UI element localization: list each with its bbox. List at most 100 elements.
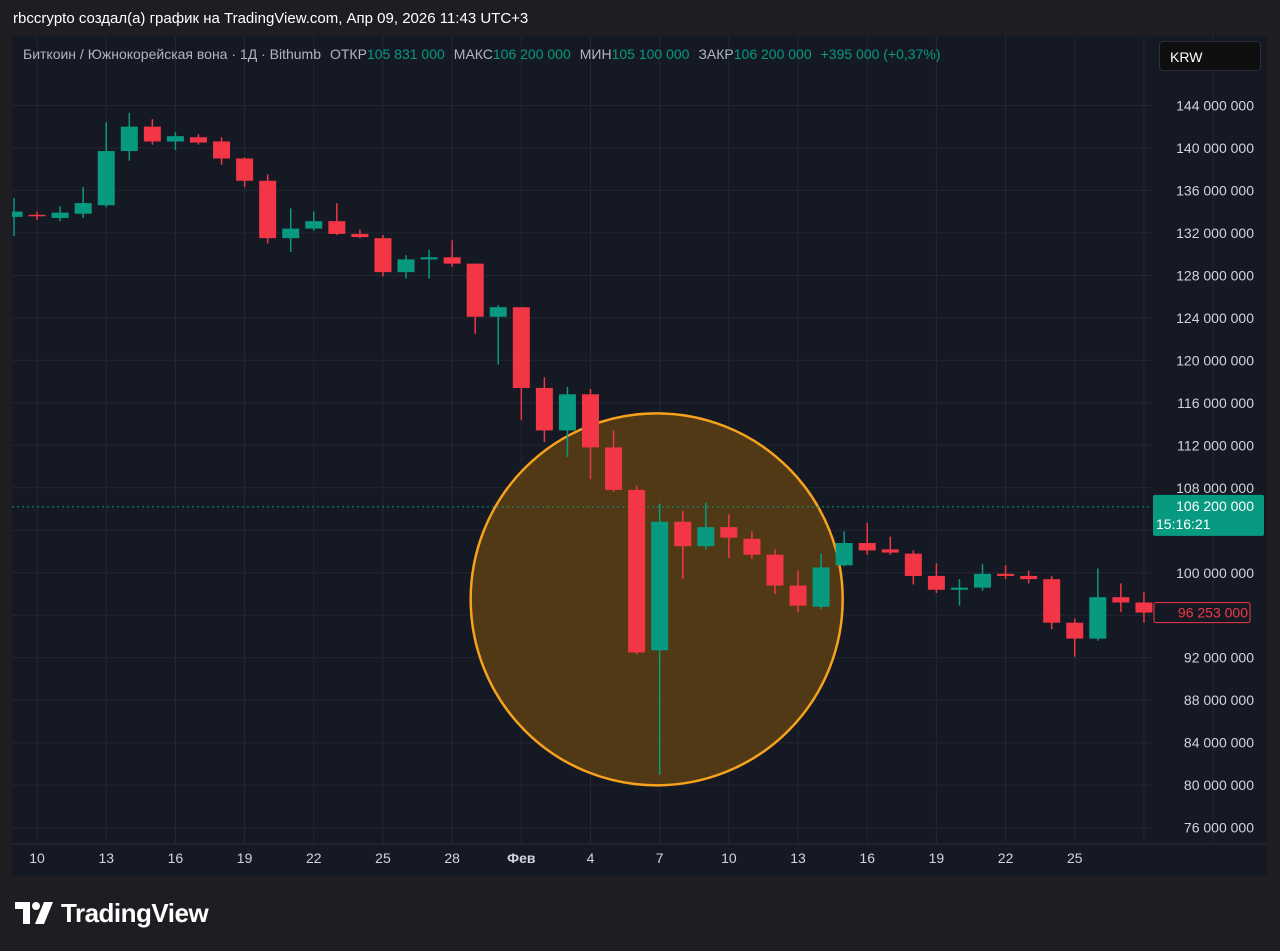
price-axis-label: 120 000 000	[1176, 352, 1254, 368]
time-axis-label: 10	[29, 850, 45, 866]
time-axis-label: 7	[656, 850, 664, 866]
candle-body-down[interactable]	[512, 307, 530, 388]
candle-body-up[interactable]	[120, 126, 138, 152]
time-axis-label: 16	[168, 850, 184, 866]
price-axis-label: 136 000 000	[1176, 182, 1254, 198]
brand-name: TradingView	[61, 897, 209, 928]
candle-body-down[interactable]	[1066, 622, 1084, 639]
time-axis-label: 13	[98, 850, 114, 866]
time-axis-label: 28	[444, 850, 460, 866]
marker-price-value: 96 253 000	[1178, 605, 1248, 621]
candle-body-down[interactable]	[143, 126, 161, 142]
candle-body-down[interactable]	[189, 137, 207, 143]
candle-body-down[interactable]	[28, 214, 46, 217]
candle-body-up[interactable]	[489, 307, 507, 317]
tradingview-icon	[15, 902, 53, 924]
candle-body-up[interactable]	[282, 228, 300, 239]
candlestick-chart[interactable]: 76 000 000 80 000 000 84 000 000 88 000 000…	[12, 36, 1267, 876]
candle-body-down[interactable]	[997, 573, 1015, 576]
candle-body-down[interactable]	[858, 543, 876, 551]
symbol-legend: Биткоин / Южнокорейская вона · 1Д · Bith…	[23, 46, 940, 62]
candle-body-up[interactable]	[835, 543, 853, 566]
candle-body-up[interactable]	[651, 521, 669, 651]
price-axis-label: 140 000 000	[1176, 140, 1254, 156]
candle-body-down[interactable]	[259, 180, 277, 239]
candle-body-down[interactable]	[605, 447, 623, 490]
candle-body-up[interactable]	[97, 151, 115, 206]
candle-body-down[interactable]	[1112, 597, 1130, 603]
candle-body-up[interactable]	[51, 212, 69, 218]
open-label: ОТКР	[329, 46, 367, 62]
price-axis-label: 100 000 000	[1176, 565, 1254, 581]
price-axis-label: 132 000 000	[1176, 225, 1254, 241]
currency-selector[interactable]: KRW	[1159, 41, 1261, 71]
candle-body-up[interactable]	[558, 394, 576, 431]
time-axis-label: 4	[587, 850, 595, 866]
price-axis-label: 116 000 000	[1177, 395, 1254, 411]
low-value: 105 100 000	[611, 46, 690, 62]
candle-body-up[interactable]	[12, 211, 23, 217]
candle-body-down[interactable]	[374, 238, 392, 273]
close-value: 106 200 000	[733, 46, 812, 62]
high-label: МАКС	[453, 46, 493, 62]
candle-body-up[interactable]	[950, 587, 968, 590]
candle-body-down[interactable]	[466, 263, 484, 317]
time-axis-label: 22	[998, 850, 1014, 866]
countdown-timer: 15:16:21	[1156, 516, 1211, 532]
price-axis-label: 76 000 000	[1184, 820, 1254, 836]
chart-attribution: rbccrypto создал(а) график на TradingVie…	[13, 10, 529, 27]
candle-body-down[interactable]	[443, 257, 461, 264]
candle-body-down[interactable]	[1135, 602, 1153, 613]
candle-body-up[interactable]	[697, 527, 715, 547]
candle-body-down[interactable]	[582, 394, 599, 448]
time-axis-label: 19	[929, 850, 945, 866]
candle-body-down[interactable]	[236, 158, 254, 181]
candle-body-down[interactable]	[535, 387, 553, 431]
price-axis-label: 128 000 000	[1176, 267, 1254, 283]
close-label: ЗАКР	[698, 46, 734, 62]
last-price-value: 106 200 000	[1176, 498, 1254, 514]
last-price-badge	[1153, 494, 1264, 536]
chart-panel[interactable]: 76 000 000 80 000 000 84 000 000 88 000 000…	[12, 36, 1267, 876]
candle-body-down[interactable]	[881, 549, 899, 553]
time-axis-label: 13	[790, 850, 806, 866]
price-axis-label: 112 000 000	[1177, 437, 1254, 453]
time-axis-label: 22	[306, 850, 322, 866]
price-axis-label: 124 000 000	[1176, 310, 1254, 326]
open-value: 105 831 000	[366, 46, 445, 62]
candle-body-down[interactable]	[766, 554, 784, 586]
price-axis-label: 108 000 000	[1176, 480, 1254, 496]
candle-body-down[interactable]	[628, 489, 646, 653]
candle-body-down[interactable]	[1043, 579, 1061, 623]
candle-body-down[interactable]	[789, 585, 807, 606]
candle-body-down[interactable]	[904, 553, 922, 576]
candle-body-up[interactable]	[1089, 597, 1107, 639]
time-axis-label: 16	[859, 850, 875, 866]
candle-body-down[interactable]	[328, 221, 346, 234]
change-value: +395 000 (+0,37%)	[820, 46, 941, 62]
candle-body-up[interactable]	[974, 573, 992, 588]
time-axis-label: Фев	[507, 850, 536, 866]
candle-body-up[interactable]	[166, 136, 184, 142]
candle-body-up[interactable]	[397, 259, 415, 273]
time-axis-label: 10	[721, 850, 737, 866]
candle-body-up[interactable]	[74, 203, 92, 214]
price-axis-label: 92 000 000	[1184, 650, 1254, 666]
candle-body-down[interactable]	[720, 527, 738, 538]
candle-body-down[interactable]	[1020, 575, 1038, 580]
candle-body-up[interactable]	[420, 257, 438, 260]
candle-body-down[interactable]	[674, 521, 692, 547]
candle-body-down[interactable]	[927, 575, 945, 590]
low-label: МИН	[579, 46, 612, 62]
candle-body-up[interactable]	[305, 221, 323, 229]
time-axis-label: 25	[1067, 850, 1083, 866]
price-axis-label: 144 000 000	[1176, 97, 1254, 113]
candle-body-down[interactable]	[213, 141, 231, 159]
candle-body-down[interactable]	[743, 538, 761, 555]
tradingview-logo[interactable]: TradingView	[15, 896, 209, 930]
candle-body-down[interactable]	[351, 233, 369, 238]
marker-price-badge	[1153, 602, 1251, 624]
candle-body-up[interactable]	[812, 567, 830, 607]
time-axis-label: 19	[237, 850, 253, 866]
time-axis-label: 25	[375, 850, 391, 866]
